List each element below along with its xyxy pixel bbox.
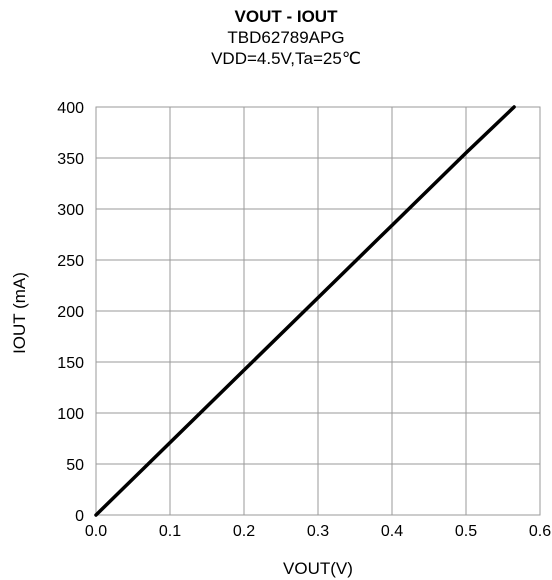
- x-tick-labels: 0.0 0.1 0.2 0.3 0.4 0.5 0.6: [85, 523, 551, 540]
- x-tick-label: 0.0: [85, 523, 107, 540]
- y-tick-label: 0: [75, 508, 84, 525]
- x-tick-label: 0.1: [159, 523, 181, 540]
- x-axis-label: VOUT(V): [283, 559, 353, 578]
- y-axis-label: IOUT (mA): [10, 272, 29, 354]
- series-line-1: [94, 105, 516, 517]
- chart-titles: VOUT - IOUT TBD62789APG VDD=4.5V,Ta=25℃: [0, 6, 552, 69]
- y-tick-labels: 0 50 100 150 200 250 300 350 400: [57, 100, 84, 525]
- chart-title: VOUT - IOUT: [234, 7, 338, 26]
- series-lines: [94, 105, 516, 517]
- y-tick-label: 200: [57, 304, 84, 321]
- x-tick-label: 0.4: [381, 523, 403, 540]
- y-tick-label: 350: [57, 151, 84, 168]
- y-tick-label: 400: [57, 100, 84, 117]
- x-tick-label: 0.2: [233, 523, 255, 540]
- chart-subtitle-1: TBD62789APG: [227, 28, 345, 47]
- y-tick-label: 300: [57, 202, 84, 219]
- x-tick-label: 0.5: [455, 523, 477, 540]
- y-tick-label: 100: [57, 406, 84, 423]
- x-tick-label: 0.3: [307, 523, 329, 540]
- y-tick-label: 250: [57, 253, 84, 270]
- grid-lines: [95, 106, 541, 516]
- y-tick-label: 50: [66, 457, 84, 474]
- x-tick-label: 0.6: [529, 523, 551, 540]
- chart-subtitle-2: VDD=4.5V,Ta=25℃: [211, 49, 361, 68]
- y-tick-label: 150: [57, 355, 84, 372]
